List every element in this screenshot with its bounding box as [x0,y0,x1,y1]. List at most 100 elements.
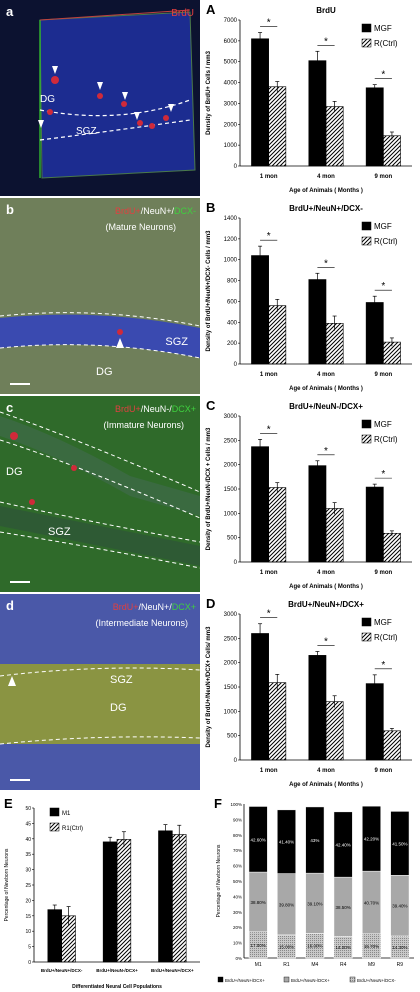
y-tick-label: 60% [233,864,242,869]
bar-mgf [365,87,384,167]
legend-swatch [349,976,356,983]
stacked-segment [333,811,353,878]
y-tick-label: 1400 [224,216,238,222]
panel-letter: D [206,596,215,611]
micrograph-b: b BrdU+/NeuN+/DCX- (Mature Neurons) SGZ … [0,198,200,394]
category-label: M4 [311,962,318,968]
segment-label: 15.00% [279,944,294,949]
bar-rctrl [268,682,287,761]
bar-m1 [158,830,173,963]
significance-star: * [267,18,271,29]
y-tick-label: 1000 [224,709,238,715]
panel-letter-c: c [6,400,14,415]
label-brdu-d: BrdU+ [112,602,139,612]
legend-label: R(Ctrl) [374,237,398,246]
legend-label: BrdU+/NeuN+/DCX+ [225,978,265,983]
y-axis-label: Percentage of Newborn Neurons [216,844,222,917]
label-dg-c: DG [6,466,23,478]
micrograph-c-image [0,396,200,592]
y-axis-label: Density of BrdU+/NeuN+/DCX- Cells / mm3 [206,230,212,352]
legend-label: M1 [62,811,71,817]
y-tick-label: 3000 [224,612,238,618]
category-label: 4 mon [317,570,335,576]
panel-letter-b: b [6,202,14,217]
chart-e: E 0 5 10 15 20 25 30 35 40 45 50 Percentage of Newbo… [0,794,206,992]
y-tick-label: 0 [234,164,238,170]
category-label: 1 mon [260,372,278,378]
bar-rctrl [383,532,401,563]
y-tick-label: 0 [234,560,238,566]
category-label: M9 [368,962,375,968]
y-tick-label: 35 [25,852,31,858]
segment-label: 42.40% [336,843,351,848]
label-sgz-c: SGZ [48,526,71,538]
legend-label: R1(Ctrl) [62,826,83,832]
y-tick-label: 40% [233,894,242,899]
chart-c: C BrdU+/NeuN-/DCX+ 0 500 1000 1500 2000 2500 300… [202,396,420,592]
bar-rctrl [383,135,401,167]
legend-swatch [361,632,372,642]
micrograph-a-image [0,0,200,196]
y-tick-label: 2000 [224,463,238,469]
segment-label: 14.00% [336,945,351,950]
y-axis-label: Density of BrdU+ Cells / mm3 [206,50,212,135]
legend-swatch [361,23,372,33]
label-dcx-c: DCX+ [171,404,196,414]
significance-star: * [324,636,328,647]
category-label: 9 mon [374,570,392,576]
x-axis-label: Age of Animals ( Months ) [289,188,363,194]
legend-swatch [361,617,372,627]
label-sgz: SGZ [76,126,97,137]
category-label: 4 mon [317,768,335,774]
y-tick-label: 20 [25,898,31,904]
category-label: 4 mon [317,372,335,378]
bar-mgf [365,683,384,761]
legend-label: MGF [374,420,392,429]
legend-swatch [361,236,372,246]
legend-swatch [361,221,372,231]
micrograph-c: c BrdU+/NeuN-/DCX+ (Immature Neurons) SG… [0,396,200,592]
panel-letter: A [206,2,216,17]
significance-star: * [381,281,385,292]
bar-rctrl [325,508,344,563]
y-axis-label: Density of BrdU+/NeuN-/DCX + Cells / mm3 [206,427,212,550]
category-label: R9 [397,962,404,968]
category-label: 9 mon [374,768,392,774]
bar-rctrl [325,106,344,167]
y-tick-label: 15 [25,914,31,920]
micrograph-a: a BrdU DG SGZ [0,0,200,196]
legend-swatch [361,434,372,444]
label-neun-b: /NeuN+/ [140,206,174,216]
legend-label: MGF [374,222,392,231]
segment-label: 15.70% [364,944,379,949]
legend-swatch [49,807,60,817]
stacked-segment [305,806,325,874]
y-axis-label: Percentage of Newborn Neurons [4,848,10,921]
category-label: R1 [283,962,290,968]
label-brdu: BrdU [171,8,194,19]
significance-star: * [324,36,328,47]
label-neun-c: /NeuN-/ [140,404,172,414]
segment-label: 39.10% [307,901,322,906]
segment-label: 39.40% [392,904,407,909]
bar-r1ctrl [172,834,187,963]
chart-title: BrdU [316,6,336,15]
x-axis-label: Differentiated Neural Cell Populations [72,984,162,990]
y-tick-label: 80% [233,833,242,838]
significance-star: * [381,469,385,480]
stacked-segment [248,806,268,873]
chart-a: A BrdU 0 1000 2000 3000 4000 5000 6000 7000 Densit… [202,0,420,196]
y-tick-label: 6000 [224,39,238,45]
y-tick-label: 30 [25,868,31,874]
y-tick-label: 1000 [224,511,238,517]
label-dcx-d: DCX+ [171,602,196,612]
y-tick-label: 1000 [224,143,238,149]
y-tick-label: 50% [233,879,242,884]
y-tick-label: 500 [227,536,238,542]
category-label: BrdU+/NeuN-/DCX+ [96,968,138,973]
label-dg-d: DG [110,702,127,714]
panel-letter: E [4,796,13,811]
y-tick-label: 500 [227,734,238,740]
significance-star: * [324,446,328,457]
segment-label: 40.70% [364,900,379,905]
